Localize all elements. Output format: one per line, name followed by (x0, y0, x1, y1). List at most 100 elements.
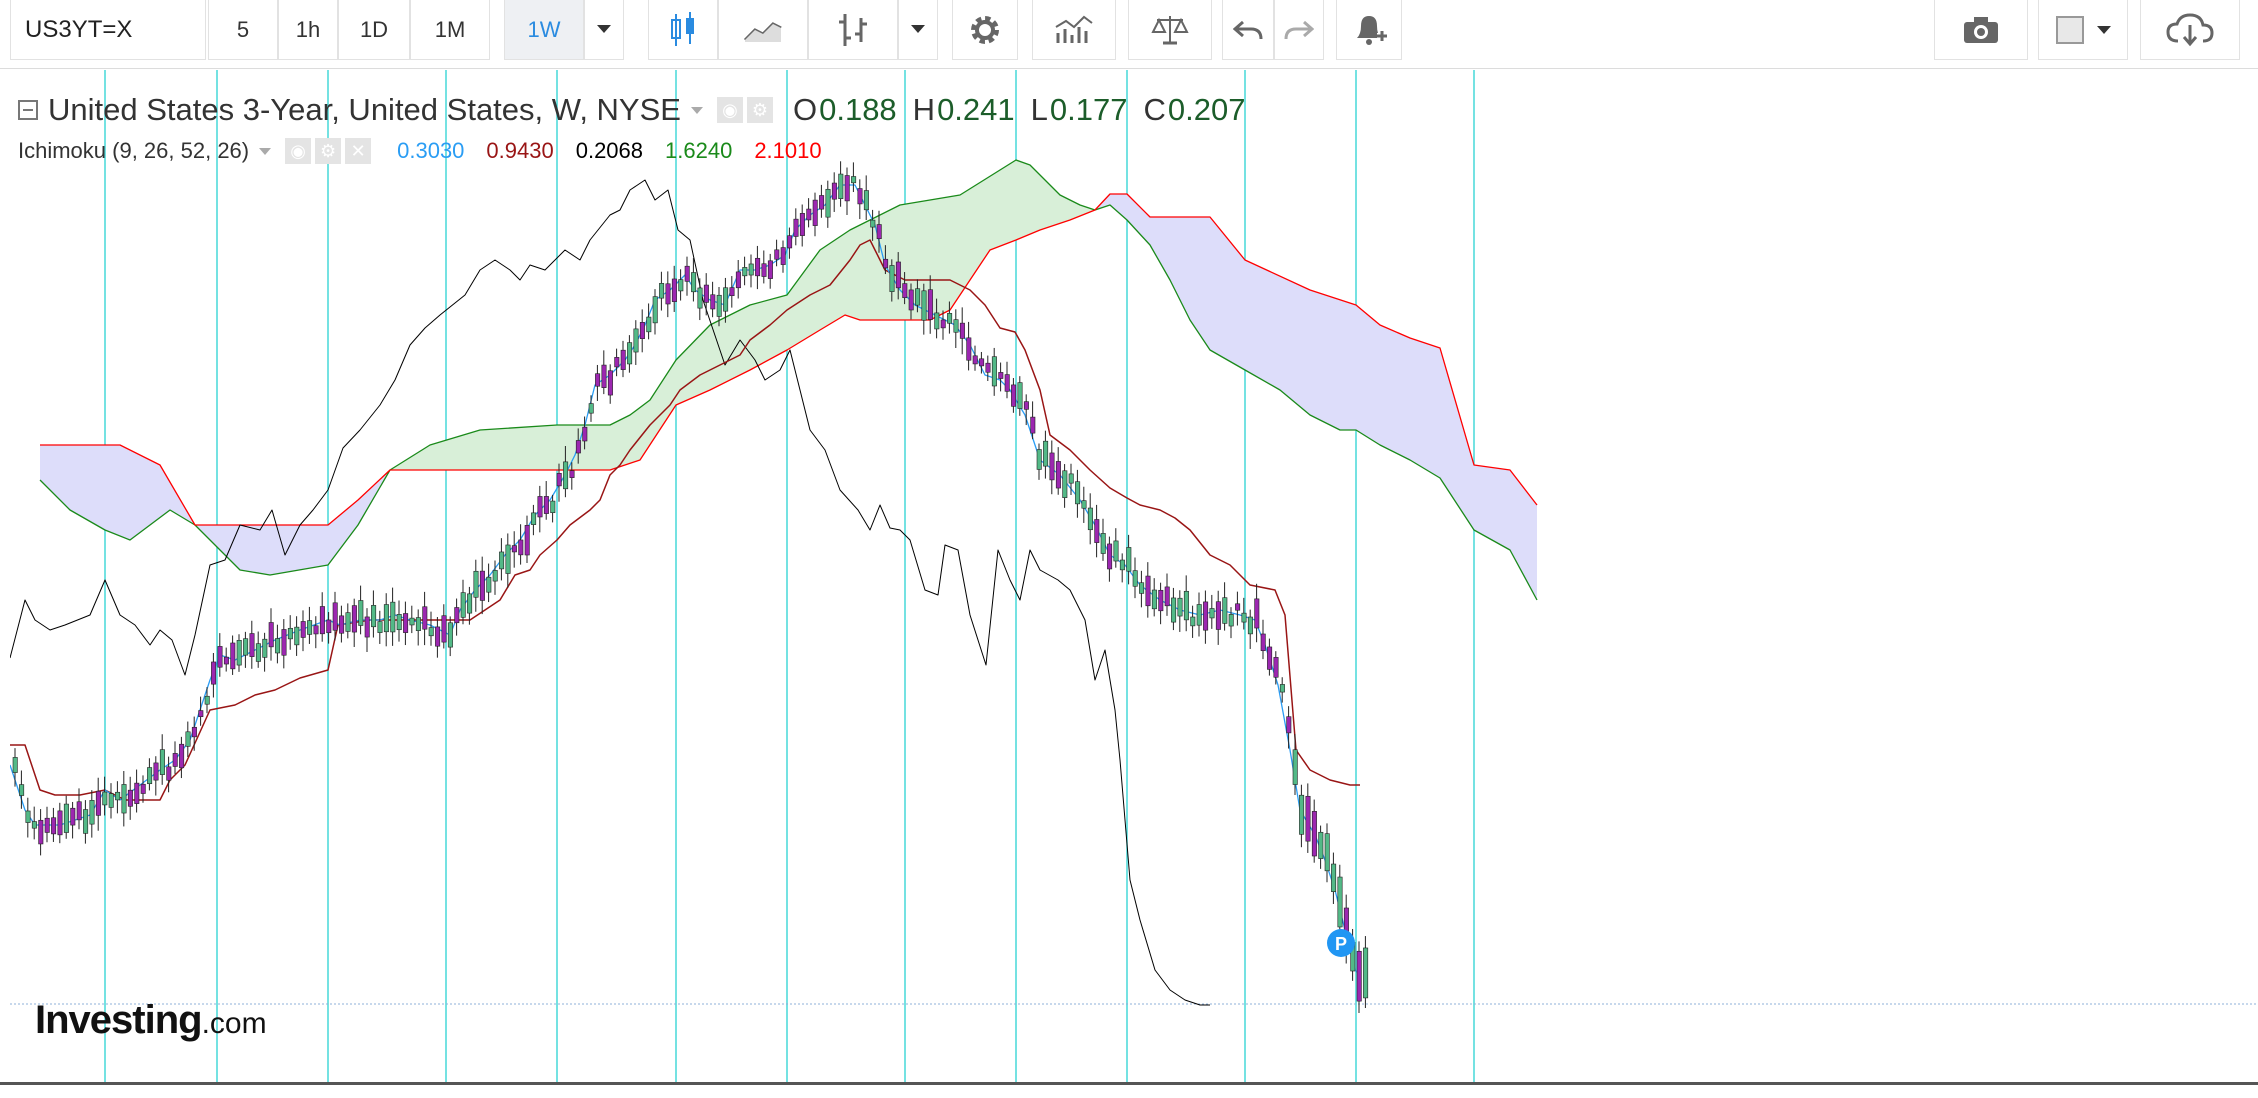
interval-1d-button[interactable]: 1D (338, 0, 410, 60)
ichimoku-cloud-segment (860, 210, 890, 320)
gear-icon[interactable]: ⚙ (315, 138, 342, 164)
lead-span-a-line (39, 159, 1538, 601)
candle-down (927, 289, 933, 320)
candle-up (377, 621, 383, 633)
candle-up (31, 821, 37, 829)
undo-icon (1233, 20, 1263, 39)
bell-plus-icon (1357, 15, 1387, 45)
candle-down (883, 258, 889, 269)
candle-down (191, 726, 197, 738)
high-value: 0.241 (937, 92, 1015, 127)
candle-up (646, 316, 652, 333)
lagging-span-value: 0.2068 (575, 138, 644, 163)
candle-up (19, 784, 25, 796)
candle-up (499, 551, 505, 570)
candle-up (1363, 947, 1369, 999)
eye-icon[interactable]: ◉ (285, 138, 312, 164)
candle-down (211, 661, 217, 685)
candle-style-button[interactable] (648, 0, 718, 60)
interval-1w-button[interactable]: 1W (504, 0, 584, 60)
candle-up (921, 290, 927, 321)
candle-down (895, 261, 901, 289)
candle-down (582, 426, 588, 442)
line-style-button[interactable] (718, 0, 808, 60)
candle-up (159, 749, 165, 775)
lead-span-a-value: 1.6240 (665, 138, 733, 163)
candle-down (844, 175, 850, 202)
candle-up (716, 294, 722, 317)
interval-1h-button[interactable]: 1h (278, 0, 338, 60)
candle-down (1164, 586, 1170, 607)
ichimoku-cloud-segment (328, 500, 358, 565)
ichimoku-cloud-segment (750, 295, 787, 370)
snapshot-button[interactable] (1934, 0, 2028, 60)
candle-down (1023, 401, 1029, 410)
candle-down (774, 249, 780, 260)
compare-button[interactable] (1128, 0, 1212, 60)
settings-button[interactable] (952, 0, 1018, 60)
lead-span-b-value: 2.1010 (754, 138, 822, 163)
indicators-button[interactable] (1032, 0, 1116, 60)
symbol-field[interactable]: US3YT=X (10, 0, 206, 60)
alert-button[interactable] (1336, 0, 1402, 60)
candle-down (1267, 646, 1273, 670)
interval-5-button[interactable]: 5 (208, 0, 278, 60)
chevron-down-icon (911, 24, 925, 33)
candle-down (1260, 633, 1266, 652)
bottom-border (0, 1082, 2258, 1098)
conversion-line-value: 0.3030 (397, 138, 465, 163)
collapse-legend-icon[interactable] (18, 100, 38, 120)
candle-down (1011, 384, 1017, 407)
open-label: O (792, 92, 818, 127)
interval-dropdown-button[interactable] (584, 0, 624, 60)
candle-up (108, 793, 114, 808)
candle-down (364, 616, 370, 638)
gear-icon[interactable]: ⚙ (746, 97, 773, 123)
close-icon[interactable]: ✕ (345, 138, 372, 164)
marker-circle (1327, 929, 1355, 957)
candle-up (1247, 616, 1253, 635)
candle-down (44, 817, 50, 833)
candle-down (812, 199, 818, 226)
candle-down (153, 762, 159, 781)
bar-style-button[interactable] (808, 0, 898, 60)
line-chart-icon (743, 21, 782, 42)
ichimoku-cloud-segment (480, 425, 557, 470)
candle-down (1049, 452, 1055, 481)
candle-up (915, 288, 921, 306)
redo-button[interactable] (1274, 0, 1324, 60)
undo-button[interactable] (1222, 0, 1274, 60)
ichimoku-cloud-segment (930, 196, 950, 320)
save-cloud-button[interactable] (2140, 0, 2240, 60)
candle-down (249, 633, 255, 657)
ichimoku-cloud-segment (1210, 217, 1245, 370)
candle-up (1190, 616, 1196, 627)
price-chart[interactable]: P (10, 70, 2258, 1082)
style-dropdown-button[interactable] (898, 0, 938, 60)
chevron-down-icon[interactable] (259, 147, 272, 155)
ichimoku-cloud-segment (1016, 160, 1030, 240)
candle-up (1017, 382, 1023, 409)
candle-up (659, 283, 665, 299)
indicators-icon (1055, 15, 1093, 43)
eye-icon[interactable]: ◉ (716, 97, 743, 123)
candle-down (1311, 811, 1317, 857)
candle-down (1215, 601, 1221, 630)
interval-1m-button[interactable]: 1M (410, 0, 490, 60)
color-picker-button[interactable] (2038, 0, 2128, 60)
chevron-down-icon[interactable] (690, 106, 703, 114)
candle-up (1139, 582, 1145, 594)
gear-icon (971, 15, 999, 44)
lead-span-b-line (40, 193, 1538, 526)
ichimoku-cloud-segment (1030, 165, 1040, 235)
candle-down (351, 605, 357, 633)
investing-logo: Investing.com (35, 998, 267, 1043)
ichimoku-cloud-segment (1070, 200, 1080, 220)
price-marker[interactable]: P (1327, 929, 1355, 957)
low-label: L (1030, 92, 1048, 127)
ichimoku-cloud-segment (1190, 217, 1210, 350)
candle-up (396, 614, 402, 631)
candle-up (409, 617, 415, 626)
ichimoku-cloud-segment (70, 445, 80, 516)
candle-down (454, 607, 460, 624)
